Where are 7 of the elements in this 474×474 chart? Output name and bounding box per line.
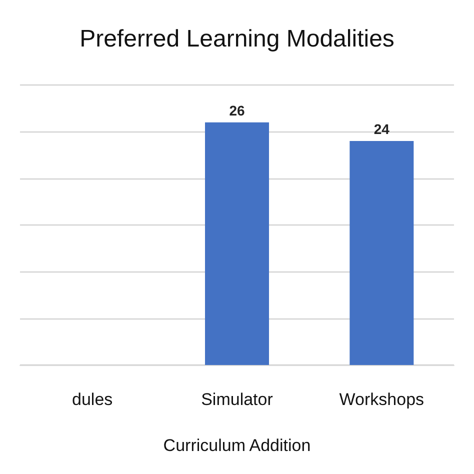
- x-tick-label: Simulator: [201, 390, 274, 409]
- data-label: 26: [229, 102, 245, 118]
- chart-title: Preferred Learning Modalities: [80, 26, 394, 52]
- x-axis-title: Curriculum Addition: [163, 436, 311, 455]
- x-tick-label: dules: [72, 390, 113, 409]
- data-label: 24: [374, 121, 390, 137]
- x-tick-label: Workshops: [339, 390, 424, 409]
